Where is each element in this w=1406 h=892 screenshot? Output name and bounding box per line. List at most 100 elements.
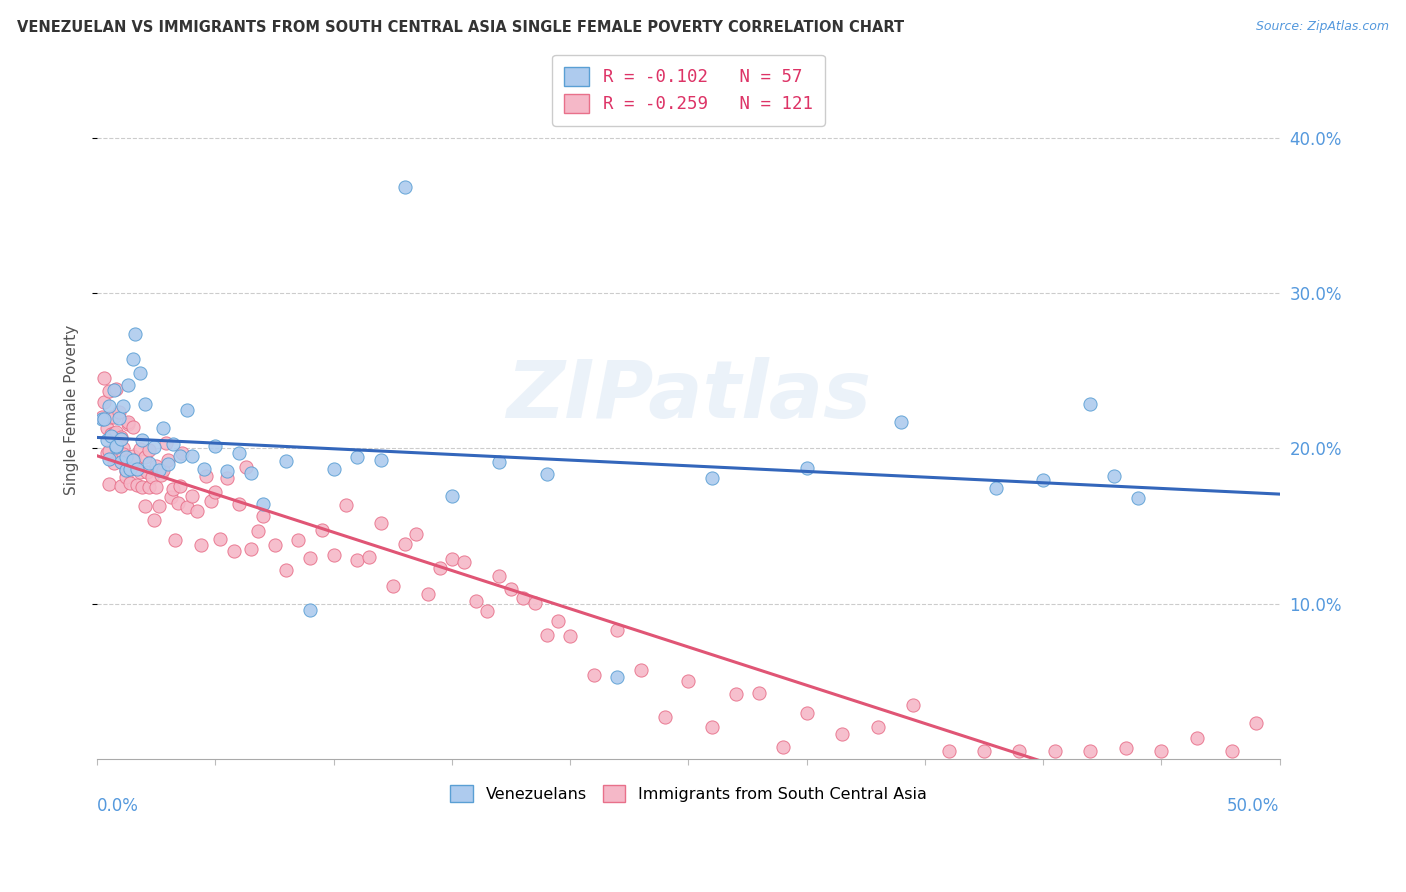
Point xyxy=(973,744,995,758)
Point xyxy=(93,395,115,409)
Point xyxy=(193,462,215,476)
Point xyxy=(134,450,156,465)
Point xyxy=(287,533,309,547)
Point xyxy=(370,516,392,530)
Point xyxy=(103,425,125,440)
Point xyxy=(748,686,770,700)
Point xyxy=(138,480,160,494)
Point xyxy=(252,497,274,511)
Point xyxy=(1080,744,1102,758)
Point xyxy=(200,493,222,508)
Point xyxy=(464,594,486,608)
Point xyxy=(148,463,170,477)
Point xyxy=(157,457,180,471)
Point xyxy=(700,720,723,734)
Point xyxy=(512,591,534,605)
Point xyxy=(100,428,122,442)
Point xyxy=(110,432,132,446)
Point xyxy=(359,549,381,564)
Point xyxy=(499,582,522,596)
Point xyxy=(176,500,198,515)
Point xyxy=(477,604,499,618)
Point xyxy=(381,579,404,593)
Point xyxy=(322,548,344,562)
Point xyxy=(429,561,451,575)
Point xyxy=(311,524,333,538)
Point xyxy=(114,450,136,464)
Point xyxy=(523,596,546,610)
Point xyxy=(224,543,246,558)
Point xyxy=(678,674,700,689)
Point xyxy=(120,460,142,475)
Point xyxy=(100,427,122,442)
Point xyxy=(124,461,146,475)
Point xyxy=(1008,744,1031,758)
Point xyxy=(440,551,463,566)
Point xyxy=(1115,740,1137,755)
Text: Source: ZipAtlas.com: Source: ZipAtlas.com xyxy=(1256,20,1389,33)
Point xyxy=(91,409,114,424)
Point xyxy=(228,446,250,460)
Point xyxy=(117,453,139,467)
Point xyxy=(1080,397,1102,411)
Point xyxy=(110,455,132,469)
Point xyxy=(98,477,121,491)
Point xyxy=(114,469,136,483)
Point xyxy=(488,569,510,583)
Point xyxy=(180,489,202,503)
Text: 0.0%: 0.0% xyxy=(97,797,139,815)
Point xyxy=(984,481,1007,495)
Point xyxy=(606,670,628,684)
Point xyxy=(105,440,128,454)
Point xyxy=(322,462,344,476)
Legend: R = -0.102   N = 57, R = -0.259   N = 121: R = -0.102 N = 57, R = -0.259 N = 121 xyxy=(553,55,825,126)
Point xyxy=(152,463,174,477)
Point xyxy=(276,563,298,577)
Point xyxy=(724,687,747,701)
Point xyxy=(110,430,132,444)
Point xyxy=(405,527,427,541)
Point xyxy=(1126,491,1149,505)
Point xyxy=(128,442,150,456)
Point xyxy=(176,402,198,417)
Point xyxy=(162,437,184,451)
Point xyxy=(150,468,173,483)
Point xyxy=(796,460,818,475)
Point xyxy=(654,709,676,723)
Point xyxy=(121,452,143,467)
Point xyxy=(169,479,191,493)
Text: ZIPatlas: ZIPatlas xyxy=(506,357,870,434)
Point xyxy=(91,412,114,426)
Point xyxy=(114,464,136,478)
Point xyxy=(180,449,202,463)
Point xyxy=(796,706,818,720)
Point xyxy=(195,469,218,483)
Point xyxy=(165,533,187,547)
Point xyxy=(127,478,149,492)
Point xyxy=(394,180,416,194)
Point xyxy=(235,460,257,475)
Point xyxy=(1150,744,1173,758)
Point xyxy=(128,466,150,480)
Point xyxy=(488,455,510,469)
Point xyxy=(547,615,569,629)
Point xyxy=(228,498,250,512)
Point xyxy=(162,482,184,496)
Point xyxy=(103,456,125,470)
Point xyxy=(105,439,128,453)
Point xyxy=(1185,731,1208,745)
Point xyxy=(560,628,582,642)
Point xyxy=(418,587,440,601)
Point xyxy=(124,326,146,341)
Point xyxy=(117,378,139,392)
Point xyxy=(299,551,322,566)
Point xyxy=(166,496,188,510)
Point xyxy=(440,489,463,503)
Point xyxy=(114,463,136,477)
Point xyxy=(1043,744,1066,758)
Point xyxy=(239,541,262,556)
Point xyxy=(131,433,153,447)
Point xyxy=(1220,744,1243,758)
Point xyxy=(700,471,723,485)
Point xyxy=(98,443,121,458)
